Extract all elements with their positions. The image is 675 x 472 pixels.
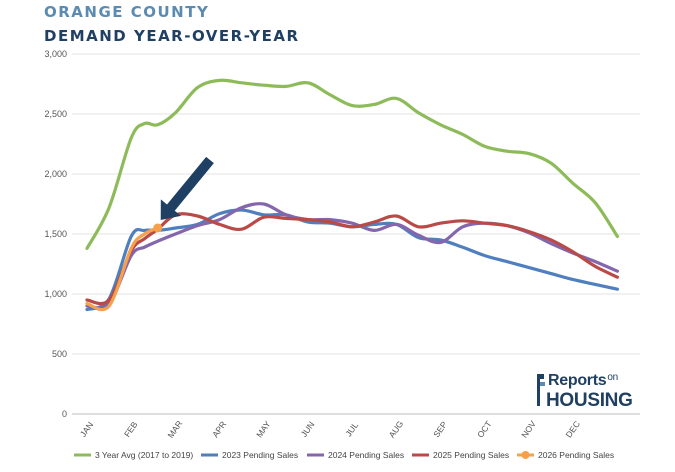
x-tick-label: JAN <box>78 420 95 439</box>
grid-lines <box>72 53 640 415</box>
legend-marker <box>521 451 530 459</box>
x-tick-label: JUL <box>343 420 360 438</box>
legend-label: 2025 Pending Sales <box>433 450 509 460</box>
y-tick-label: 3,000 <box>44 49 67 59</box>
x-tick-label: NOV <box>519 419 538 440</box>
legend-label: 2026 Pending Sales <box>538 450 614 460</box>
chart-title-subject: DEMAND YEAR-OVER-YEAR <box>44 27 300 45</box>
reports-on-housing-logo: Reportson HOUSING <box>534 370 644 414</box>
y-tick-label: 1,000 <box>44 289 67 299</box>
legend-label: 2024 Pending Sales <box>328 450 404 460</box>
x-tick-label: AUG <box>387 419 406 440</box>
logo-text-housing: HOUSING <box>546 390 633 411</box>
logo-mark-icon <box>537 374 545 406</box>
legend-label: 3 Year Avg (2017 to 2019) <box>95 450 193 460</box>
x-tick-label: APR <box>210 419 228 439</box>
series-line-3-year-avg-2017-to-2019 <box>85 78 619 250</box>
x-tick-label: OCT <box>475 419 493 439</box>
series-line-2023-pending-sales <box>85 208 619 312</box>
legend: 3 Year Avg (2017 to 2019) 2023 Pending Sa… <box>74 450 614 460</box>
logo-word-reports: Reports <box>548 372 607 389</box>
y-tick-label: 1,500 <box>44 229 67 239</box>
series-line-2025-pending-sales <box>85 212 619 306</box>
x-tick-label: FEB <box>122 419 140 439</box>
y-tick-label: 2,500 <box>44 109 67 119</box>
arrow-shape <box>160 156 214 220</box>
x-tick-label: DEC <box>563 419 581 439</box>
logo-word-on: on <box>607 372 618 383</box>
x-tick-label: SEP <box>431 419 449 439</box>
series-line-2026-pending-sales <box>85 226 160 312</box>
logo-text-reports: Reportson <box>548 372 618 390</box>
arrow-annotation-icon <box>160 156 214 220</box>
x-tick-label: MAR <box>165 419 184 440</box>
y-tick-label: 0 <box>62 409 67 419</box>
series-end-marker <box>153 223 163 233</box>
x-tick-label: JUN <box>299 420 317 439</box>
annotation-layer <box>160 156 214 220</box>
x-tick-label: MAY <box>254 419 273 440</box>
title-block: ORANGE COUNTY DEMAND YEAR-OVER-YEAR <box>44 3 300 45</box>
series-lines <box>85 78 619 312</box>
y-tick-label: 2,000 <box>44 169 67 179</box>
x-axis-ticks: JAN FEB MAR APR MAY JUN JUL AUG SEP OCT NOV DEC <box>78 419 582 440</box>
chart-title-region: ORANGE COUNTY <box>44 3 210 21</box>
y-tick-label: 500 <box>52 349 67 359</box>
legend-label: 2023 Pending Sales <box>222 450 298 460</box>
y-axis-ticks: 0 500 1,000 1,500 2,000 2,500 3,000 <box>44 49 67 419</box>
